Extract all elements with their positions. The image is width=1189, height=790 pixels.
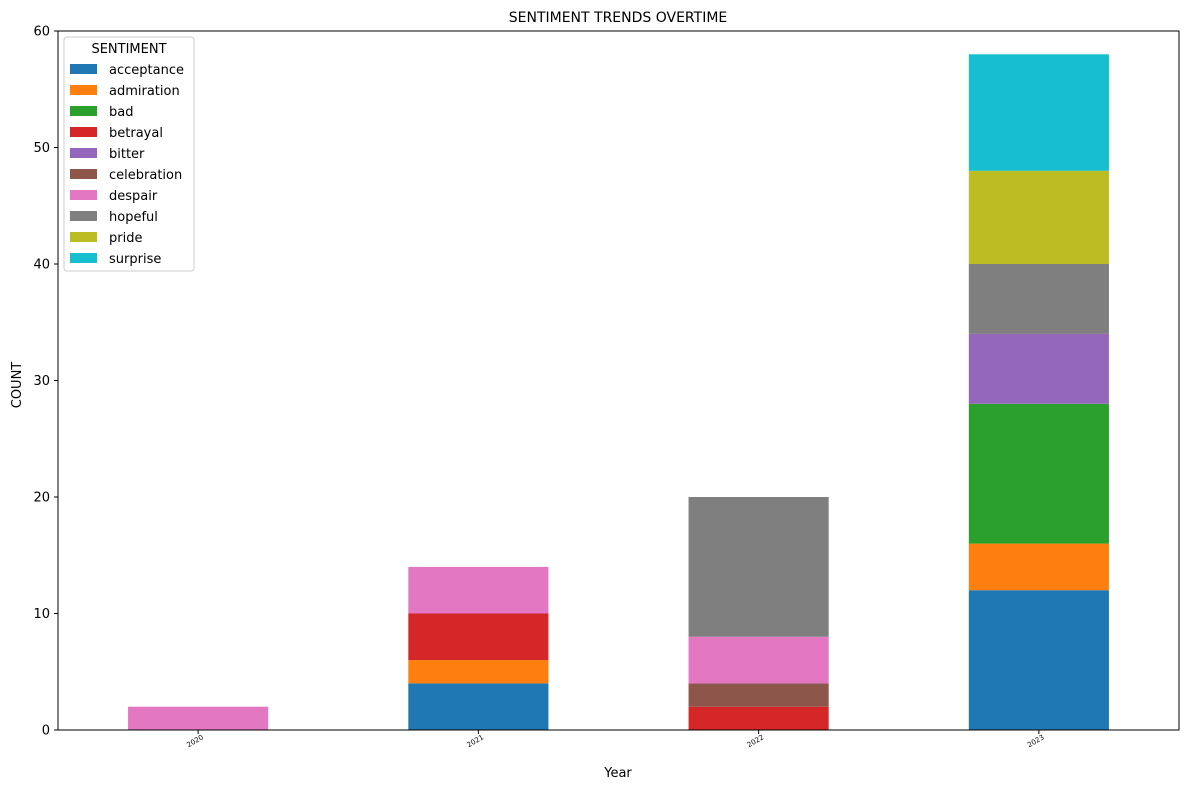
bar-segment-2022-despair	[688, 636, 829, 684]
y-tick-label: 40	[33, 258, 50, 273]
x-tick-label: 2021	[466, 733, 485, 749]
legend-swatch-betrayal	[70, 127, 97, 137]
bar-segment-2022-celebration	[688, 683, 829, 707]
bar-segment-2023-acceptance	[968, 590, 1109, 730]
legend-label-hopeful: hopeful	[109, 210, 158, 225]
legend-title: SENTIMENT	[91, 42, 166, 57]
legend-swatch-despair	[70, 190, 97, 200]
legend-label-celebration: celebration	[109, 168, 182, 183]
legend-label-despair: despair	[109, 189, 158, 204]
legend-swatch-bad	[70, 106, 97, 116]
y-tick-label: 10	[33, 607, 50, 622]
legend-label-acceptance: acceptance	[109, 63, 184, 78]
bar-segment-2021-acceptance	[408, 683, 549, 730]
y-tick-label: 20	[33, 491, 50, 506]
bar-segment-2022-betrayal	[688, 706, 829, 730]
bars-layer	[128, 54, 1109, 730]
bar-segment-2020-despair	[128, 706, 269, 730]
y-axis-title: COUNT	[10, 362, 25, 409]
bar-segment-2023-surprise	[968, 54, 1109, 171]
bar-segment-2023-admiration	[968, 543, 1109, 591]
legend-swatch-bitter	[70, 148, 97, 158]
legend-swatch-hopeful	[70, 211, 97, 221]
x-axis-title: Year	[603, 766, 632, 781]
bar-segment-2023-bad	[968, 403, 1109, 544]
bar-segment-2021-despair	[408, 566, 549, 614]
y-tick-label: 30	[33, 374, 50, 389]
legend-label-bad: bad	[109, 105, 133, 120]
bar-segment-2021-admiration	[408, 660, 549, 684]
legend-swatch-acceptance	[70, 64, 97, 74]
y-tick-label: 50	[33, 141, 50, 156]
bar-segment-2023-pride	[968, 170, 1109, 264]
x-tick-label: 2022	[746, 733, 765, 749]
legend-swatch-celebration	[70, 169, 97, 179]
chart-title: SENTIMENT TRENDS OVERTIME	[509, 10, 728, 26]
bar-segment-2021-betrayal	[408, 613, 549, 661]
legend-swatch-pride	[70, 232, 97, 242]
y-tick-label: 60	[33, 25, 50, 40]
x-tick-label: 2020	[185, 733, 204, 749]
legend-label-surprise: surprise	[109, 252, 161, 267]
legend-label-bitter: bitter	[109, 147, 145, 162]
legend: SENTIMENT acceptance admiration bad betrayal…	[63, 36, 195, 272]
legend-label-pride: pride	[109, 231, 142, 246]
bar-segment-2023-bitter	[968, 333, 1109, 404]
legend-label-admiration: admiration	[109, 84, 180, 99]
bar-segment-2023-hopeful	[968, 264, 1109, 334]
x-tick-label: 2023	[1026, 733, 1045, 749]
legend-swatch-surprise	[70, 253, 97, 263]
legend-label-betrayal: betrayal	[109, 126, 163, 141]
legend-swatch-admiration	[70, 85, 97, 95]
bar-segment-2022-hopeful	[688, 497, 829, 637]
y-tick-label: 0	[42, 724, 50, 739]
